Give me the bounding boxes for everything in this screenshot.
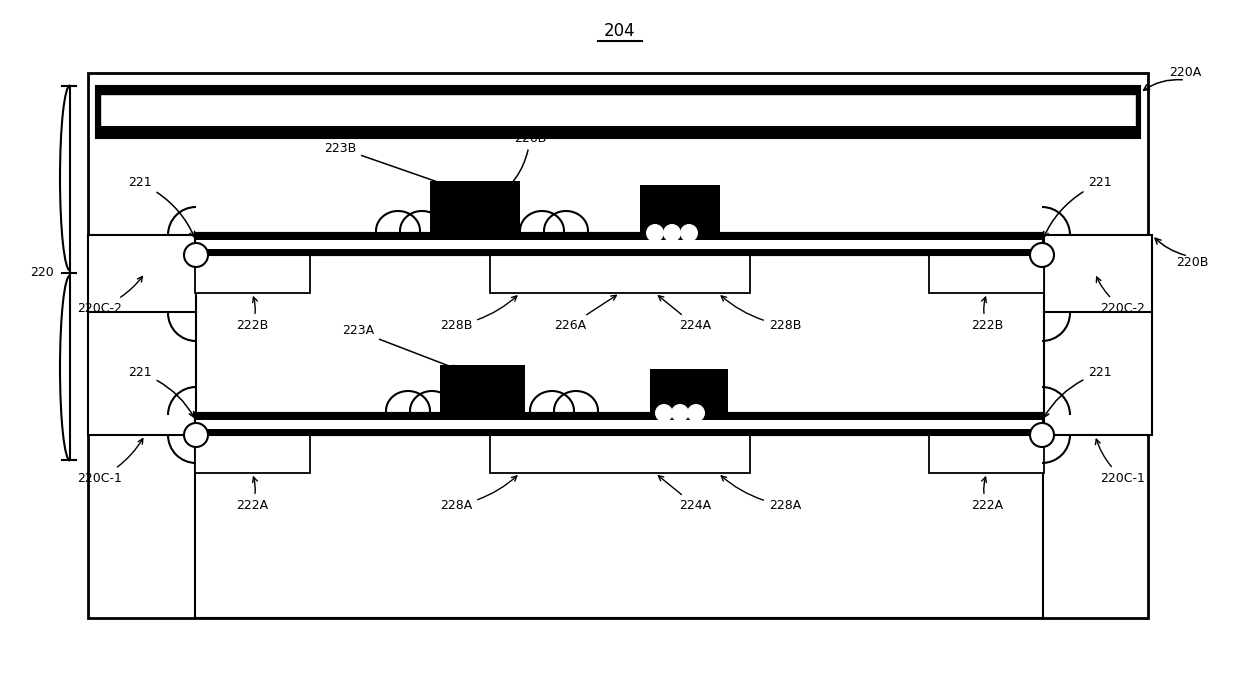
Text: 221: 221 — [1044, 177, 1112, 237]
Bar — [650, 369, 728, 413]
Bar — [100, 94, 1136, 134]
Bar — [95, 86, 1140, 138]
Circle shape — [663, 224, 681, 242]
Bar — [195, 233, 1043, 240]
Bar — [195, 413, 1043, 435]
Text: 224A: 224A — [658, 296, 711, 332]
Bar — [195, 249, 1043, 255]
Bar — [195, 435, 310, 473]
Circle shape — [184, 243, 208, 267]
Circle shape — [655, 404, 673, 422]
Bar — [929, 435, 1044, 473]
Bar — [195, 413, 1043, 435]
Text: 224A: 224A — [658, 475, 711, 512]
Text: 220C-1: 220C-1 — [1095, 439, 1145, 484]
Circle shape — [687, 404, 706, 422]
Bar — [929, 255, 1044, 293]
Text: 220C-2: 220C-2 — [78, 277, 143, 315]
Circle shape — [680, 224, 698, 242]
Bar — [195, 233, 1043, 255]
Text: 223B: 223B — [324, 141, 451, 187]
Text: 220B: 220B — [1176, 256, 1208, 270]
Bar — [195, 413, 1043, 420]
Text: 222A: 222A — [236, 477, 268, 512]
Bar — [100, 126, 1136, 134]
Circle shape — [646, 224, 663, 242]
Text: 222B: 222B — [236, 297, 268, 332]
Circle shape — [184, 423, 208, 447]
Bar — [195, 433, 1043, 618]
Text: 223A: 223A — [342, 324, 458, 370]
Text: 228A: 228A — [722, 476, 801, 512]
Text: 222A: 222A — [971, 477, 1003, 512]
Text: 226A: 226A — [554, 295, 616, 332]
Bar — [195, 233, 1043, 255]
Text: 220C-1: 220C-1 — [78, 439, 143, 484]
Bar — [640, 185, 720, 233]
Bar — [88, 73, 1148, 618]
Circle shape — [1030, 423, 1054, 447]
Bar — [195, 255, 310, 293]
Circle shape — [1030, 243, 1054, 267]
Text: 221: 221 — [128, 177, 195, 237]
Text: 220: 220 — [30, 267, 53, 279]
Text: 220C-2: 220C-2 — [1096, 277, 1145, 315]
Text: 228B: 228B — [440, 296, 517, 332]
Bar — [1044, 235, 1152, 313]
Bar — [440, 365, 525, 413]
Text: 221: 221 — [128, 367, 193, 417]
Bar — [430, 181, 520, 233]
Text: 228B: 228B — [722, 296, 801, 332]
Bar — [88, 235, 196, 313]
Text: 220A: 220A — [1169, 67, 1202, 80]
Circle shape — [671, 404, 689, 422]
Text: 204: 204 — [604, 22, 636, 40]
Bar — [490, 255, 750, 293]
Bar — [1044, 312, 1152, 435]
Text: 226B: 226B — [494, 132, 546, 199]
Bar — [195, 429, 1043, 435]
Text: 221: 221 — [1044, 367, 1112, 417]
Text: 228A: 228A — [440, 476, 517, 512]
Text: 222B: 222B — [971, 297, 1003, 332]
Bar — [490, 435, 750, 473]
Bar — [88, 312, 196, 435]
